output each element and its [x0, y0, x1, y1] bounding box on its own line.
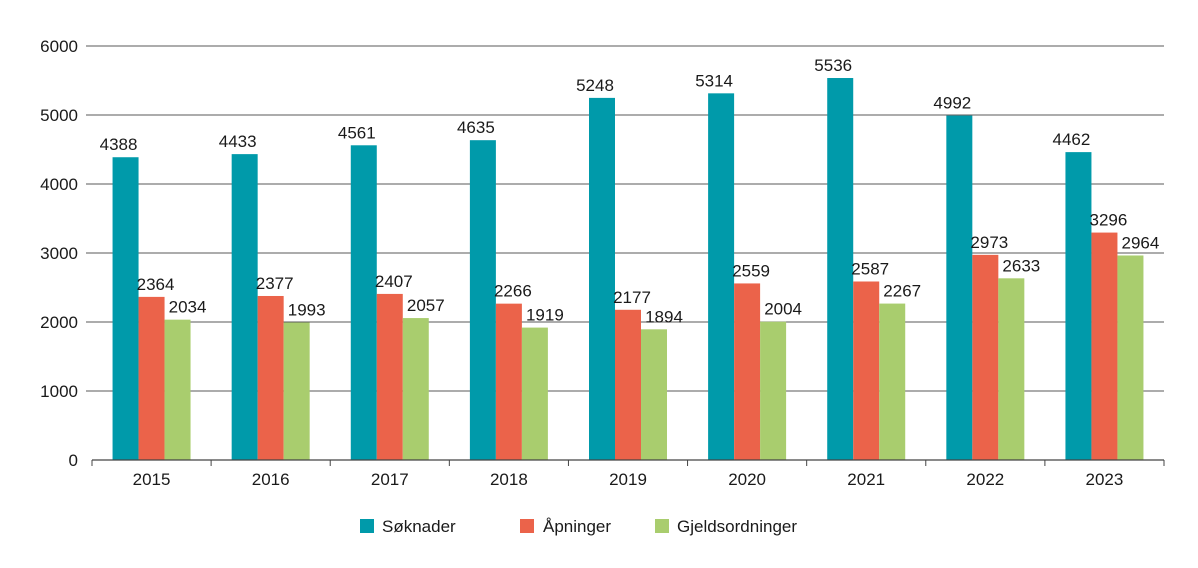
legend-label: Åpninger	[543, 517, 611, 536]
bar	[402, 318, 429, 460]
bar	[1091, 232, 1118, 460]
bar	[998, 278, 1025, 460]
bar	[495, 303, 522, 460]
data-label: 5314	[695, 71, 733, 90]
data-label: 4388	[100, 135, 138, 154]
data-label: 2964	[1122, 233, 1160, 252]
data-label: 1919	[526, 306, 564, 325]
bar	[112, 157, 139, 460]
x-tick-label: 2015	[133, 470, 171, 489]
bar	[760, 321, 787, 460]
bar	[972, 254, 999, 460]
x-tick-label: 2023	[1086, 470, 1124, 489]
data-label: 4992	[933, 94, 971, 113]
data-label: 2004	[764, 300, 802, 319]
y-tick-label: 4000	[40, 175, 78, 194]
data-label: 4635	[457, 118, 495, 137]
data-label: 2407	[375, 272, 413, 291]
y-axis-tick-labels: 0 1000 2000 3000 4000 5000 6000	[40, 37, 78, 470]
data-label: 2267	[883, 282, 921, 301]
data-label: 2973	[970, 233, 1008, 252]
data-label: 2364	[137, 275, 175, 294]
legend-label: Søknader	[382, 517, 456, 536]
data-label: 2266	[494, 282, 532, 301]
data-label: 3296	[1090, 211, 1128, 230]
bar	[641, 329, 667, 460]
bar	[521, 327, 548, 460]
bar	[469, 140, 496, 460]
y-tick-label: 6000	[40, 37, 78, 56]
bar	[138, 296, 165, 460]
x-tick-label: 2021	[847, 470, 885, 489]
bar	[708, 93, 735, 461]
legend: Søknader Åpninger Gjeldsordninger	[360, 517, 797, 536]
y-tick-label: 3000	[40, 244, 78, 263]
x-axis: 2015 2016 2017 2018 2019 2020 2021 2022 2023	[91, 459, 1165, 489]
data-label: 2377	[256, 274, 294, 293]
legend-swatch	[655, 519, 669, 533]
x-tick-label: 2020	[728, 470, 766, 489]
bar	[164, 319, 191, 460]
data-label: 4462	[1053, 130, 1091, 149]
data-label: 4433	[219, 132, 257, 151]
y-tick-label: 5000	[40, 106, 78, 125]
bar	[853, 281, 880, 460]
bar	[257, 295, 284, 460]
bar	[1065, 152, 1092, 460]
data-label: 2034	[169, 298, 207, 317]
y-tick-label: 1000	[40, 382, 78, 401]
data-label: 1993	[288, 300, 326, 319]
bars	[112, 78, 1144, 461]
y-tick-label: 0	[69, 451, 78, 470]
bar	[350, 145, 377, 460]
data-label: 2057	[407, 296, 445, 315]
x-tick-label: 2017	[371, 470, 409, 489]
bar	[615, 309, 641, 460]
data-label: 1894	[645, 307, 683, 326]
bar	[879, 303, 906, 460]
legend-swatch	[520, 519, 534, 533]
y-tick-label: 2000	[40, 313, 78, 332]
x-tick-label: 2016	[252, 470, 290, 489]
data-label: 5248	[576, 76, 614, 95]
bar	[589, 97, 615, 460]
data-label: 2559	[732, 261, 770, 280]
bar	[827, 78, 854, 461]
bar	[1117, 255, 1144, 460]
x-tick-label: 2019	[609, 470, 647, 489]
x-tick-label: 2022	[966, 470, 1004, 489]
data-label: 2587	[851, 259, 889, 278]
bar	[376, 293, 403, 460]
bar	[283, 322, 310, 460]
bar	[946, 115, 973, 460]
data-label: 4561	[338, 123, 376, 142]
legend-label: Gjeldsordninger	[677, 517, 797, 536]
data-label: 2177	[613, 288, 651, 307]
x-tick-label: 2018	[490, 470, 528, 489]
legend-swatch	[360, 519, 374, 533]
data-label: 5536	[814, 56, 852, 75]
bar	[231, 154, 258, 461]
data-labels: 4388 2364 2034 4433 2377 1993 4561 2407 2057 4635…	[100, 56, 1160, 326]
data-label: 2633	[1002, 256, 1040, 275]
bar	[734, 283, 761, 460]
